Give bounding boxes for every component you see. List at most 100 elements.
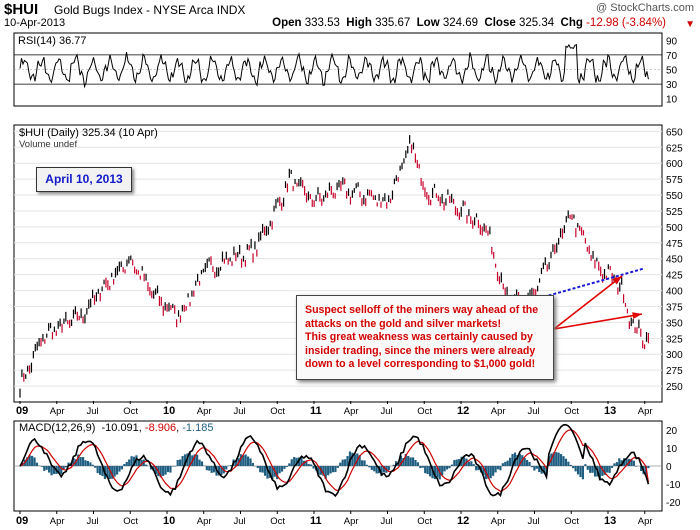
x-tick-label: Oct xyxy=(564,516,579,527)
x-tick-label: Apr xyxy=(50,406,65,417)
x-tick-label: Jul xyxy=(87,516,99,527)
x-tick-label: 13 xyxy=(604,515,616,527)
rsi-tick-label: 90 xyxy=(666,36,678,47)
symbol: $HUI xyxy=(4,1,39,18)
macd-panel: 20 10 0 -10 -20 MACD(12,26,9) -10.091, -8.90… xyxy=(13,420,681,512)
rsi-label: RSI(14) 36.77 xyxy=(18,35,86,47)
y-tick-label: 400 xyxy=(666,287,683,298)
x-tick-label: Apr xyxy=(50,516,65,527)
chg-value: -12.98 (-3.84%) xyxy=(586,17,666,29)
x-tick-label: Jul xyxy=(528,516,540,527)
x-tick-label: 09 xyxy=(16,405,28,417)
arrow-line xyxy=(553,275,623,330)
rsi-panel: 90 70 50 30 10 RSI(14) 36.77 xyxy=(13,32,678,107)
annotation-line: insider trading, since the miners were a… xyxy=(305,344,536,357)
y-tick-label: 350 xyxy=(666,318,683,329)
rsi-line xyxy=(19,43,649,89)
x-tick-label: Apr xyxy=(491,406,506,417)
macd-tick-label: 20 xyxy=(666,426,678,437)
y-tick-label: 575 xyxy=(666,175,683,186)
close-value: 325.34 xyxy=(518,17,555,29)
x-tick-label: Apr xyxy=(491,516,506,527)
macd-tick-label: -20 xyxy=(666,498,681,509)
x-tick-label: Apr xyxy=(638,516,653,527)
open-value: 333.53 xyxy=(304,17,340,29)
x-tick-label: Jul xyxy=(381,516,393,527)
annotation-arrows xyxy=(553,275,643,330)
ohlc-readout: Open 333.53 High 335.67 Low 324.69 Close… xyxy=(272,17,666,29)
x-tick-label: Oct xyxy=(564,406,579,417)
y-tick-label: 450 xyxy=(666,255,683,266)
y-tick-label: 425 xyxy=(666,271,683,282)
y-tick-label: 325 xyxy=(666,334,683,345)
y-tick-label: 375 xyxy=(666,302,683,313)
chart-header: $HUI Gold Bugs Index - NYSE Arca INDX 10… xyxy=(0,0,700,32)
x-tick-label: Jul xyxy=(234,406,246,417)
x-tick-label: 11 xyxy=(310,515,322,527)
x-tick-label: Oct xyxy=(270,516,285,527)
trendline xyxy=(509,267,646,308)
open-label: Open xyxy=(272,17,302,29)
y-tick-label: 550 xyxy=(666,191,683,202)
x-tick-label: 10 xyxy=(163,405,175,417)
annotation-line: down to a level corresponding to $1,000 … xyxy=(305,358,536,371)
x-tick-label: Jul xyxy=(381,406,393,417)
macd-signal-line xyxy=(19,429,649,492)
macd-tick-label: 0 xyxy=(666,462,672,473)
annotation-box: Suspect selloff of the miners way ahead … xyxy=(296,295,554,380)
x-tick-label: Apr xyxy=(344,406,359,417)
rsi-tick-label: 50 xyxy=(666,66,678,77)
rsi-tick-label: 10 xyxy=(666,95,678,106)
annotation-line: This great weakness was certainly caused… xyxy=(305,331,533,344)
x-tick-label: 11 xyxy=(310,405,322,417)
x-tick-label: 12 xyxy=(457,515,469,527)
high-label: High xyxy=(346,17,372,29)
y-tick-label: 625 xyxy=(666,143,683,154)
x-tick-label: Oct xyxy=(417,516,432,527)
arrow-head xyxy=(632,312,642,319)
macd-label: MACD(12,26,9) -10.091, -8.906, -1.185 xyxy=(19,422,213,434)
signal-value: -8.906 xyxy=(145,422,176,434)
hist-value: -1.185 xyxy=(182,422,213,434)
x-axis-bottom: 09 Apr Jul Oct 10 Apr Jul Oct 11 Apr Jul Oct 12 Apr Ju… xyxy=(16,511,653,527)
x-tick-label: Apr xyxy=(197,406,212,417)
y-tick-label: 475 xyxy=(666,239,683,250)
macd-tick-label: -10 xyxy=(666,480,681,491)
volume-label: Volume undef xyxy=(19,139,77,150)
macd-value: -10.091 xyxy=(101,422,138,434)
y-tick-label: 250 xyxy=(666,382,683,393)
high-value: 335.67 xyxy=(375,17,411,29)
brand-label: @ StockCharts.com xyxy=(596,2,694,14)
low-value: 324.69 xyxy=(442,17,479,29)
x-tick-label: Apr xyxy=(638,406,653,417)
x-tick-label: Oct xyxy=(417,406,432,417)
annotation-line: attacks on the gold and silver markets! xyxy=(305,317,502,330)
y-tick-label: 300 xyxy=(666,350,683,361)
low-label: Low xyxy=(416,17,440,29)
macd-label-prefix: MACD(12,26,9) xyxy=(19,422,95,434)
y-tick-label: 600 xyxy=(666,159,683,170)
x-axis-top: 09 Apr Jul Oct 10 Apr Jul Oct 11 Apr Jul Oct 12 Apr Ju… xyxy=(16,401,653,417)
y-tick-label: 500 xyxy=(666,223,683,234)
x-tick-label: Oct xyxy=(270,406,285,417)
x-tick-label: Jul xyxy=(87,406,99,417)
x-tick-label: 12 xyxy=(457,405,469,417)
chg-label: Chg xyxy=(560,17,583,29)
x-tick-label: Jul xyxy=(528,406,540,417)
x-tick-label: 13 xyxy=(604,405,616,417)
down-triangle-icon: ▼ xyxy=(685,19,695,30)
close-label: Close xyxy=(484,17,516,29)
price-label: $HUI (Daily) 325.34 (10 Apr) xyxy=(19,127,158,139)
x-tick-label: 09 xyxy=(16,515,28,527)
macd-line xyxy=(19,423,650,498)
x-tick-label: Apr xyxy=(344,516,359,527)
y-tick-label: 650 xyxy=(666,127,683,138)
y-tick-label: 525 xyxy=(666,207,683,218)
x-tick-label: Oct xyxy=(123,406,138,417)
macd-tick-label: 10 xyxy=(666,444,678,455)
y-tick-label: 275 xyxy=(666,366,683,377)
arrow-head xyxy=(612,276,622,285)
x-tick-label: Apr xyxy=(197,516,212,527)
rsi-tick-label: 70 xyxy=(666,51,678,62)
